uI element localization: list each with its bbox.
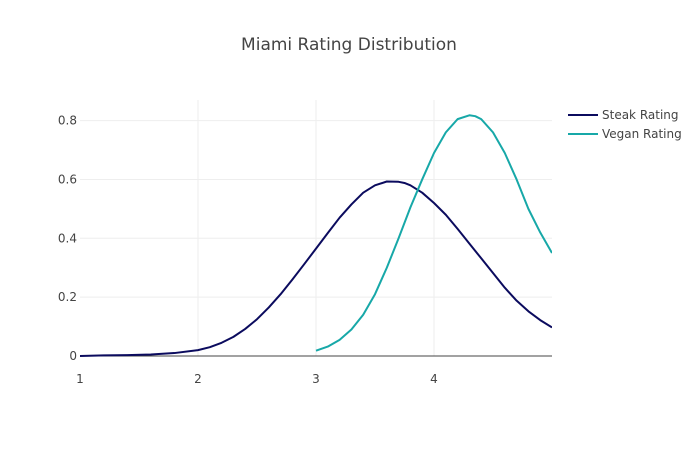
x-tick-label: 4 — [430, 372, 438, 386]
legend-label: Vegan Rating — [602, 127, 682, 141]
legend-item-steak-rating[interactable]: Steak Rating — [568, 108, 679, 122]
series-line-steak-rating — [80, 180, 552, 357]
axes: 1 2 3 4 0 0.2 0.4 0.6 0.8 — [58, 114, 552, 386]
legend-item-vegan-rating[interactable]: Vegan Rating — [568, 127, 682, 141]
series-line-vegan-rating — [315, 114, 552, 352]
x-tick-label: 3 — [312, 372, 320, 386]
legend: Steak Rating Vegan Rating — [568, 108, 682, 141]
x-tick-label: 1 — [76, 372, 84, 386]
x-tick-label: 2 — [194, 372, 202, 386]
series-lines — [80, 114, 552, 357]
y-tick-label: 0.8 — [58, 114, 77, 128]
legend-label: Steak Rating — [602, 108, 679, 122]
y-tick-label: 0.2 — [58, 290, 77, 304]
y-tick-label: 0 — [69, 349, 77, 363]
y-tick-label: 0.6 — [58, 172, 77, 186]
y-tick-label: 0.4 — [58, 231, 77, 245]
gridlines — [80, 100, 552, 356]
chart-title: Miami Rating Distribution — [241, 35, 457, 55]
